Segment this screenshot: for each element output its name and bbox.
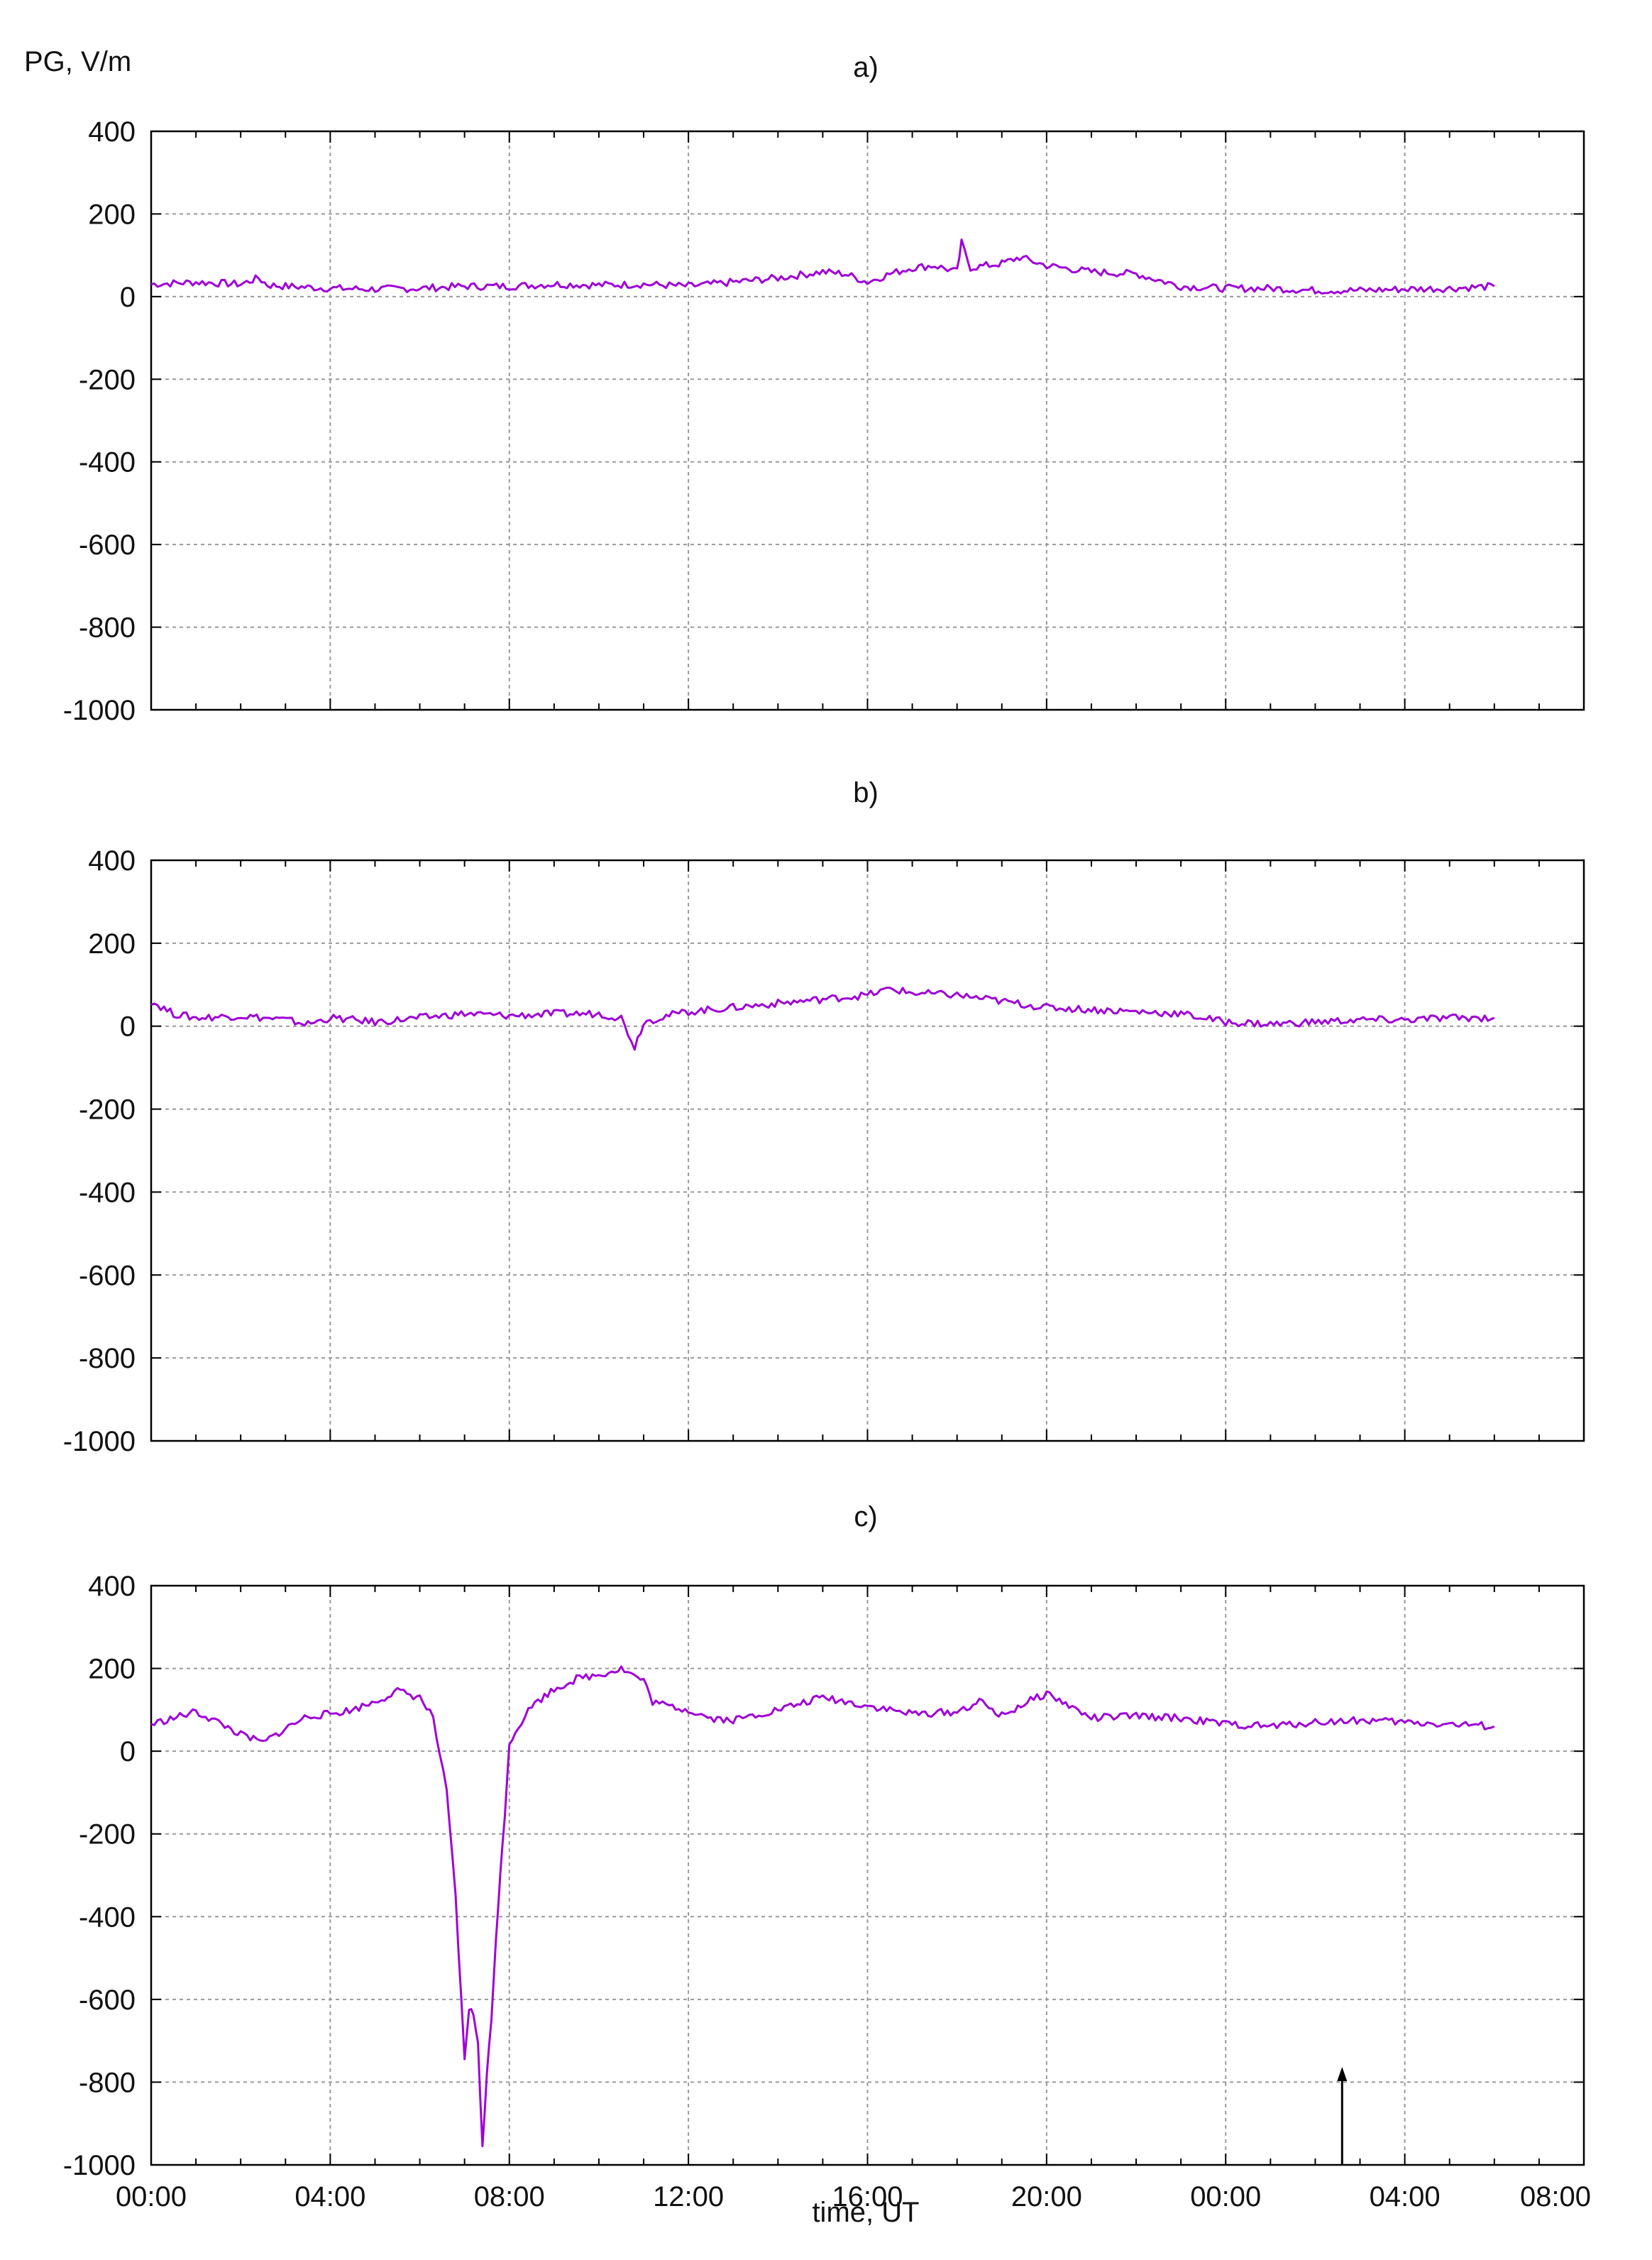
panel-a-chart: a) 400 200 0 -200 -400 -600 -800 -1000 <box>63 52 1585 726</box>
y-tick-label: 400 <box>88 116 136 148</box>
series-line-b <box>150 987 1495 1051</box>
y-tick-label: 200 <box>88 199 136 230</box>
y-tick-label: 0 <box>120 1736 136 1767</box>
y-tick-label: 200 <box>88 1654 136 1685</box>
x-tick-label: 08:00 <box>474 2181 545 2212</box>
y-tick-label: -600 <box>79 1260 136 1291</box>
panel-a-title: a) <box>853 52 879 83</box>
x-axis-title: time, UT <box>812 2197 919 2228</box>
x-tick-label: 00:00 <box>1190 2181 1261 2212</box>
panel-c-title: c) <box>854 1501 877 1532</box>
x-tick-label: 08:00 <box>1520 2181 1591 2212</box>
y-tick-label: -1000 <box>63 695 136 726</box>
plot-frame <box>150 859 1585 1442</box>
y-tick-label: -600 <box>79 1985 136 2016</box>
y-tick-label: -200 <box>79 1095 136 1126</box>
y-tick-label: -1000 <box>63 1426 136 1457</box>
x-tick-label: 12:00 <box>653 2181 724 2212</box>
x-tick-label: 16:00 <box>832 2181 903 2212</box>
panel-b-title: b) <box>853 777 879 808</box>
series-line-a <box>150 238 1495 295</box>
y-tick-label: -400 <box>79 447 136 478</box>
y-tick-label: 200 <box>88 928 136 960</box>
y-tick-label: -800 <box>79 613 136 644</box>
y-tick-label: -800 <box>79 1343 136 1374</box>
y-tick-label: 0 <box>120 282 136 313</box>
series-line-c <box>150 1665 1495 2148</box>
y-axis-title: PG, V/m <box>24 46 131 77</box>
y-tick-label: 400 <box>88 845 136 877</box>
y-tick-label: -600 <box>79 530 136 561</box>
x-tick-label: 04:00 <box>1370 2181 1441 2212</box>
y-tick-label: -200 <box>79 1819 136 1850</box>
x-tick-label: 00:00 <box>116 2181 187 2212</box>
x-tick-label: 20:00 <box>1011 2181 1082 2212</box>
panel-b-chart: b) 400 200 0 -200 -400 -600 -800 -1000 <box>63 777 1585 1457</box>
x-tick-label: 04:00 <box>294 2181 365 2212</box>
y-tick-label: -1000 <box>63 2150 136 2181</box>
y-tick-label: 0 <box>120 1011 136 1043</box>
y-tick-label: 400 <box>88 1571 136 1602</box>
y-tick-label: -400 <box>79 1902 136 1933</box>
y-tick-label: -800 <box>79 2067 136 2098</box>
y-tick-label: -200 <box>79 364 136 395</box>
plot-frame <box>150 130 1585 711</box>
y-tick-label: -400 <box>79 1177 136 1208</box>
event-arrow-head <box>1337 2066 1348 2081</box>
plot-frame <box>150 1584 1585 2166</box>
